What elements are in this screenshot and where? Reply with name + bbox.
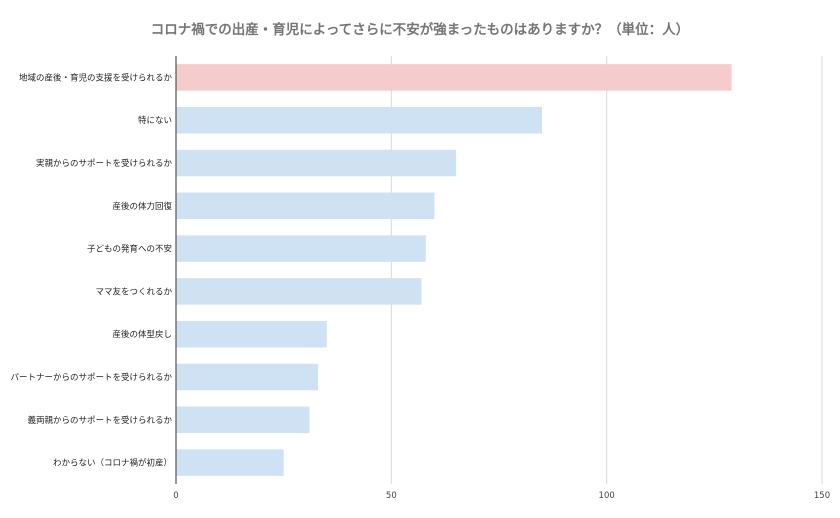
category-label: 義両親からのサポートを受けられるか: [27, 415, 172, 426]
category-label: パートナーからのサポートを受けられるか: [10, 372, 172, 383]
bar: [176, 320, 327, 348]
category-label: 産後の体型戻し: [112, 329, 172, 340]
category-label: 子どもの発育への不安: [87, 244, 172, 255]
bar: [176, 363, 319, 391]
category-label: ママ友をつくれるか: [95, 286, 172, 297]
category-label: 地域の産後・育児の支援を受けられるか: [19, 72, 173, 83]
x-tick-label: 150: [814, 491, 830, 501]
category-label: 産後の体力回復: [112, 201, 172, 212]
bar: [176, 278, 422, 305]
x-tick-label: 100: [599, 491, 615, 501]
bars: [176, 64, 732, 476]
bar: [176, 106, 543, 134]
category-label: わからない（コロナ禍が初産）: [53, 458, 172, 469]
bar: [176, 235, 426, 262]
category-label: 実親からのサポートを受けられるか: [36, 158, 173, 169]
bar: [176, 64, 732, 91]
x-tick-label: 50: [386, 491, 397, 501]
bar: [176, 149, 456, 177]
bar: [176, 449, 284, 476]
x-tick-label: 0: [173, 491, 178, 501]
category-label: 特にない: [138, 115, 172, 126]
bar: [176, 192, 435, 220]
bar: [176, 406, 310, 434]
chart-title: コロナ禍での出産・育児によってさらに不安が強まったものはありますか？（単位：人）: [151, 21, 689, 38]
category-labels: 地域の産後・育児の支援を受けられるか特にない実親からのサポートを受けられるか産後…: [10, 72, 172, 468]
x-axis-ticks: 0 50 100 150: [173, 491, 830, 501]
